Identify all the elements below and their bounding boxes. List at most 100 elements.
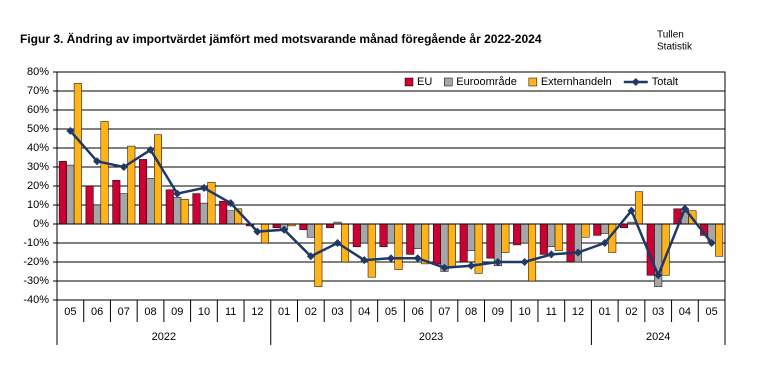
bar xyxy=(119,193,128,225)
bar xyxy=(199,202,208,225)
chart-title: Figur 3. Ändring av importvärdet jämfört… xyxy=(20,31,542,46)
year-label: 2023 xyxy=(419,331,443,343)
line-marker xyxy=(440,263,449,272)
bar xyxy=(447,223,456,268)
x-tick-label: 03 xyxy=(652,306,664,318)
bar xyxy=(352,223,361,248)
y-tick-label: -20% xyxy=(23,256,49,268)
x-tick-label: 08 xyxy=(465,306,477,318)
x-tick-label: 06 xyxy=(91,306,103,318)
bar xyxy=(146,178,155,225)
year-label: 2024 xyxy=(646,331,670,343)
line-marker xyxy=(574,248,583,257)
bar xyxy=(299,223,308,230)
bar xyxy=(127,145,136,225)
bar xyxy=(520,223,529,244)
line-marker xyxy=(93,157,102,166)
line-marker xyxy=(280,225,289,234)
line-marker xyxy=(467,261,476,270)
x-tick-label: 06 xyxy=(412,306,424,318)
bar xyxy=(93,204,102,225)
year-label: 2022 xyxy=(152,331,176,343)
bar xyxy=(467,223,476,251)
bar xyxy=(432,223,441,265)
bar xyxy=(486,223,495,259)
bar xyxy=(593,223,602,236)
x-tick-label: 03 xyxy=(331,306,343,318)
legend-swatch xyxy=(444,77,453,87)
x-tick-label: 08 xyxy=(144,306,156,318)
bar xyxy=(139,159,148,225)
y-tick-label: 0% xyxy=(33,218,49,230)
bar xyxy=(501,223,510,253)
y-tick-label: -40% xyxy=(23,294,49,306)
bar xyxy=(154,134,162,225)
legend-swatch xyxy=(631,78,640,86)
x-tick-label: 09 xyxy=(492,306,504,318)
x-tick-label: 04 xyxy=(358,306,370,318)
y-tick-label: 50% xyxy=(27,123,49,135)
y-tick-label: 10% xyxy=(27,199,49,211)
bar xyxy=(112,180,121,225)
x-tick-label: 12 xyxy=(251,306,263,318)
line-marker xyxy=(119,163,128,171)
bar xyxy=(66,164,75,225)
bar xyxy=(379,223,388,248)
bar xyxy=(387,223,395,244)
line-marker xyxy=(253,227,262,236)
y-tick-label: 80% xyxy=(27,66,49,78)
x-tick-label: 01 xyxy=(278,306,290,318)
bar xyxy=(406,223,415,255)
bar xyxy=(566,223,575,263)
line-marker xyxy=(333,239,342,247)
bar xyxy=(173,197,182,225)
bar xyxy=(421,223,430,265)
legend-label: Euroområde xyxy=(456,76,517,88)
y-tick-label: 40% xyxy=(27,142,49,154)
bar xyxy=(513,223,522,246)
x-tick-label: 04 xyxy=(679,306,691,318)
y-tick-label: -10% xyxy=(23,237,49,249)
line-marker xyxy=(199,183,208,192)
x-tick-label: 11 xyxy=(225,306,236,318)
bar xyxy=(207,181,216,225)
x-tick-label: 05 xyxy=(385,306,397,318)
x-tick-label: 07 xyxy=(118,306,130,318)
bar xyxy=(219,200,228,225)
y-tick-label: 30% xyxy=(27,161,49,173)
line-marker xyxy=(413,254,422,263)
bar xyxy=(413,223,422,249)
bar xyxy=(192,193,201,225)
bar xyxy=(539,223,548,255)
bar xyxy=(306,223,315,238)
bar xyxy=(528,223,537,282)
plot-frame xyxy=(56,71,726,301)
x-tick-label: 02 xyxy=(305,306,317,318)
line-marker xyxy=(360,256,369,265)
y-tick-label: -30% xyxy=(23,275,49,287)
x-tick-label: 09 xyxy=(171,306,183,318)
x-tick-label: 07 xyxy=(438,306,450,318)
line-marker xyxy=(627,206,636,215)
bar xyxy=(394,223,403,270)
x-tick-label: 01 xyxy=(599,306,611,318)
bar xyxy=(326,223,335,229)
bar xyxy=(547,223,556,248)
line-marker xyxy=(306,252,315,261)
bar xyxy=(85,185,94,225)
x-tick-label: 10 xyxy=(198,306,210,318)
bar xyxy=(715,223,724,257)
bar xyxy=(554,223,563,251)
x-tick-label: 05 xyxy=(64,306,76,318)
legend-swatch xyxy=(404,77,414,87)
bar xyxy=(581,223,590,238)
x-tick-label: 02 xyxy=(625,306,637,318)
y-tick-label: 60% xyxy=(27,104,49,116)
line-marker xyxy=(146,145,155,154)
bar xyxy=(360,223,369,244)
bar xyxy=(459,223,468,263)
legend-label: Externhandeln xyxy=(541,76,612,88)
y-tick-label: 70% xyxy=(27,85,49,97)
bar xyxy=(341,223,350,263)
